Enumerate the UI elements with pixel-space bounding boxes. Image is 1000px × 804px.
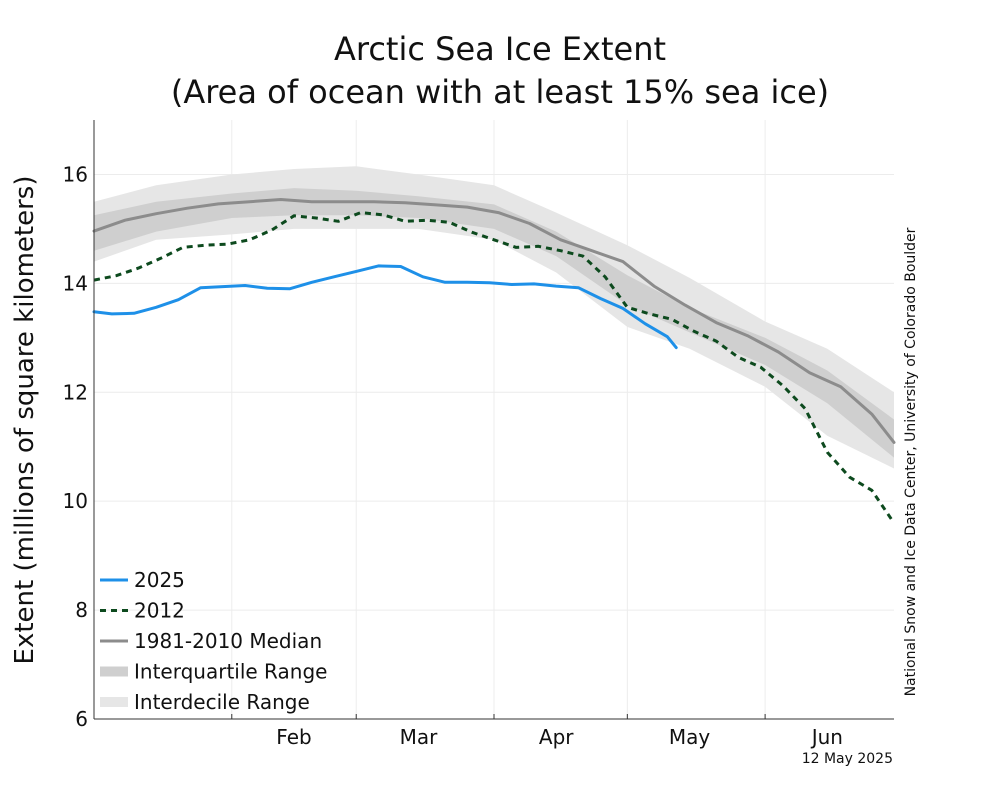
y-tick-label-8: 8 bbox=[75, 598, 88, 622]
series-line-2025 bbox=[92, 264, 678, 350]
legend-item-2025: 2025 bbox=[100, 568, 185, 592]
legend-label-median: 1981-2010 Median bbox=[134, 629, 322, 653]
plot-area: 6 8 10 12 14 16 Feb Mar Apr May Jun bbox=[63, 120, 896, 749]
legend-item-interdecile-range: Interdecile Range bbox=[100, 690, 310, 714]
legend-swatch-interquartile bbox=[100, 666, 128, 677]
y-tick-label-10: 10 bbox=[63, 489, 88, 513]
x-tick-label-feb: Feb bbox=[276, 725, 311, 749]
x-tick-label-apr: Apr bbox=[539, 725, 574, 749]
legend-label-2025: 2025 bbox=[134, 568, 185, 592]
legend-label-interdecile: Interdecile Range bbox=[134, 690, 310, 714]
legend: 2025 2012 1981-2010 Median Interquartile Ra… bbox=[100, 568, 327, 714]
series-line-1981-2010-median bbox=[92, 198, 896, 444]
legend-label-2012: 2012 bbox=[134, 599, 185, 623]
y-tick-label-16: 16 bbox=[63, 162, 88, 186]
x-tick-label-jun: Jun bbox=[810, 725, 843, 749]
legend-item-interquartile-range: Interquartile Range bbox=[100, 660, 327, 684]
legend-item-2012: 2012 bbox=[100, 599, 185, 623]
date-stamp: 12 May 2025 bbox=[802, 751, 893, 767]
legend-swatch-interdecile bbox=[100, 697, 128, 707]
y-tick-label-14: 14 bbox=[63, 271, 88, 295]
y-tick-label-6: 6 bbox=[75, 707, 88, 731]
series-line-2012 bbox=[93, 211, 896, 524]
band-interquartile-range bbox=[94, 188, 894, 458]
x-tick-label-may: May bbox=[669, 725, 711, 749]
legend-label-interquartile: Interquartile Range bbox=[134, 660, 327, 684]
chart-title-line1: Arctic Sea Ice Extent bbox=[334, 30, 666, 68]
y-axis-label: Extent (millions of square kilometers) bbox=[10, 176, 40, 665]
legend-item-1981-2010-median: 1981-2010 Median bbox=[100, 629, 322, 653]
credit-text: National Snow and Ice Data Center, Unive… bbox=[903, 227, 919, 696]
x-tick-label-mar: Mar bbox=[400, 725, 439, 749]
y-tick-label-12: 12 bbox=[63, 380, 88, 404]
chart-title-line2: (Area of ocean with at least 15% sea ice… bbox=[171, 73, 829, 111]
